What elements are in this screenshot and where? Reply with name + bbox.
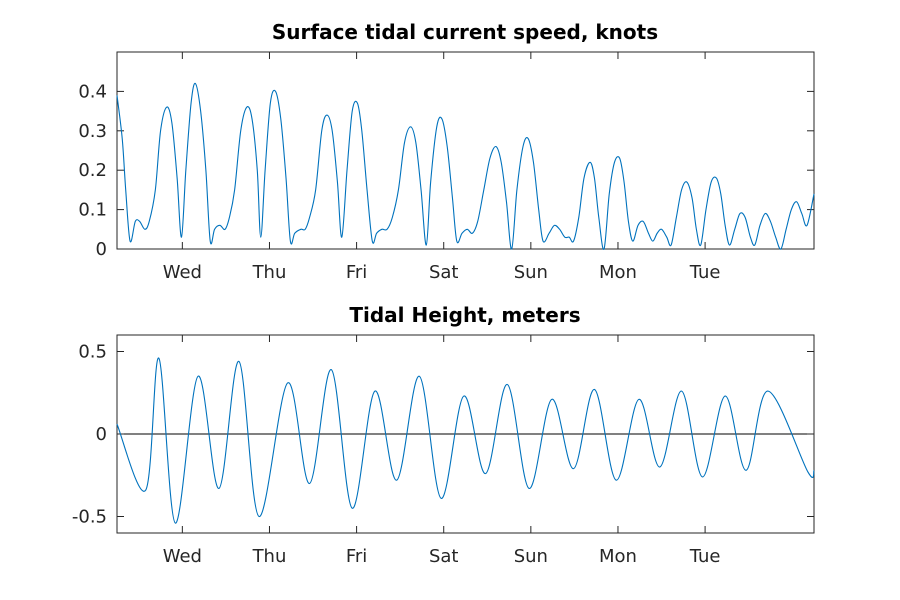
axis-ticks: 0 0.1 0.2 0.3 0.4 Wed Thu Fri Sat Sun Mon Tue <box>78 52 814 283</box>
x-tick-label: Tue <box>689 546 721 567</box>
x-tick-label: Fri <box>346 262 367 283</box>
x-tick-label: Fri <box>346 546 367 567</box>
x-tick-label: Thu <box>252 262 287 283</box>
x-tick-label: Sun <box>514 546 548 567</box>
x-tick-label: Sat <box>429 262 459 283</box>
y-tick-label: 0.2 <box>78 160 107 181</box>
y-tick-label: 0 <box>96 239 107 260</box>
x-tick-label: Sat <box>429 546 459 567</box>
y-tick-label: -0.5 <box>72 507 107 528</box>
chart-tidal-height: Tidal Height, meters -0.5 0 0.5 Wed Thu Fri Sa… <box>72 303 815 567</box>
x-tick-label: Wed <box>163 262 202 283</box>
plot-area <box>116 51 815 250</box>
y-tick-label: 0.5 <box>78 342 107 363</box>
x-tick-label: Wed <box>163 546 202 567</box>
series-line <box>116 82 815 250</box>
x-tick-label: Thu <box>252 546 287 567</box>
series-line <box>116 357 815 524</box>
x-tick-label: Sun <box>514 262 548 283</box>
y-tick-label: 0.4 <box>78 81 107 102</box>
y-tick-label: 0 <box>96 424 107 445</box>
y-tick-label: 0.1 <box>78 200 107 221</box>
y-tick-label: 0.3 <box>78 121 107 142</box>
x-tick-label: Mon <box>599 546 637 567</box>
chart-current-speed: Surface tidal current speed, knots 00.10… <box>78 20 815 283</box>
chart-title: Tidal Height, meters <box>349 303 580 327</box>
axis-ticks: -0.5 0 0.5 Wed Thu Fri Sat Sun Mon Tue <box>72 335 814 567</box>
x-tick-label: Tue <box>689 262 721 283</box>
x-tick-label: Mon <box>599 262 637 283</box>
chart-title: Surface tidal current speed, knots <box>272 20 658 44</box>
